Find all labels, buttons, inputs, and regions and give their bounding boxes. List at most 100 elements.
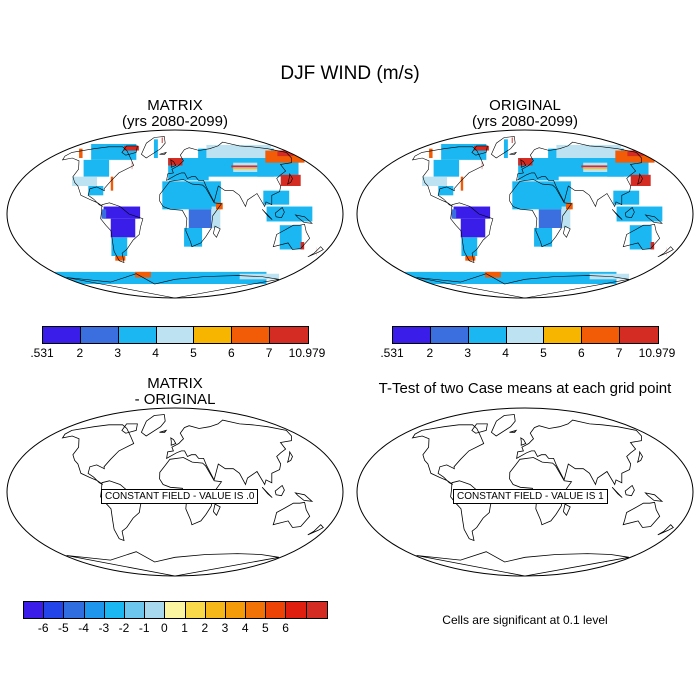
wind-cell: [460, 218, 486, 238]
wind-cell: [161, 137, 163, 144]
wind-cell: [266, 206, 313, 222]
wind-cell: [153, 139, 158, 158]
coastline-newguinea: [294, 492, 314, 502]
coastline-nz: [657, 524, 674, 536]
colorbar-matrix: [42, 326, 309, 344]
wind-cell: [627, 150, 644, 157]
colorbar-tick-label: 2: [76, 346, 84, 360]
coastline-namerica: [61, 424, 135, 485]
colorbar-segment: [156, 327, 195, 343]
colorbar-segment: [24, 602, 45, 618]
colorbar-labels: .531 2 3 4 5 6 7 10.979: [30, 346, 325, 360]
colorbar-labels: -6 -5 -4 -3 -2 -1 0 1 2 3 4 5 6: [23, 621, 326, 635]
wind-cell: [534, 228, 553, 247]
map-border: [356, 407, 694, 577]
colorbar-tick-label: 10.979: [638, 346, 676, 360]
coastline-borneo: [624, 484, 635, 497]
panel-title-line1: MATRIX: [147, 375, 203, 392]
colorbar-segment: [393, 327, 431, 343]
coastline-africa: [509, 179, 573, 248]
wind-cell: [232, 168, 261, 170]
wind-cell: [473, 145, 489, 151]
wind-cell: [613, 190, 640, 205]
coastline-baffin: [471, 423, 488, 434]
map-matrix: [5, 128, 345, 300]
colorbar-segment: [306, 602, 327, 618]
coastline-eurasia: [166, 419, 292, 486]
coastline-greenland: [140, 414, 166, 437]
colorbar-segment: [225, 602, 247, 618]
colorbar-segment: [246, 602, 267, 618]
wind-cell: [429, 148, 433, 158]
map-original: [355, 128, 695, 300]
wind-cell: [566, 202, 573, 210]
map-border: [6, 129, 344, 299]
panel-title-line1: MATRIX: [147, 97, 203, 114]
wind-cell: [233, 162, 267, 172]
colorbar-segment: [506, 327, 545, 343]
wind-cell: [184, 228, 203, 247]
colorbar-labels: .531 2 3 4 5 6 7 10.979: [380, 346, 675, 360]
wind-cell: [583, 162, 617, 172]
coastline-madagascar: [212, 503, 221, 517]
coastline-borneo: [274, 484, 285, 497]
wind-cell: [55, 271, 267, 284]
colorbar-tick-label: 1: [181, 621, 188, 635]
colorbar-tick-label: -2: [118, 621, 130, 635]
coastline-madagascar: [563, 225, 571, 238]
figure-title: DJF WIND (m/s): [280, 63, 420, 84]
wind-cell: [453, 206, 491, 219]
colorbar-tick-label: 5: [262, 621, 269, 635]
wind-cell: [405, 271, 617, 284]
panel-title-line2: (yrs 2080-2099): [472, 113, 578, 130]
colorbar-segment: [286, 602, 307, 618]
coastline-baffin: [121, 145, 138, 156]
coastline-japan: [286, 450, 293, 463]
wind-cell: [72, 176, 97, 186]
coastline-newguinea: [644, 214, 663, 224]
map-ttest: [355, 406, 695, 578]
map-border: [6, 407, 344, 577]
wind-cell: [162, 181, 221, 210]
colorbar-tick-label: -4: [78, 621, 89, 635]
wind-cell: [300, 242, 305, 250]
wind-cell: [88, 186, 104, 196]
wind-cell: [581, 165, 610, 168]
wind-cell: [188, 209, 212, 228]
wind-cell: [629, 225, 652, 250]
colorbar-tick-label: 3: [114, 346, 122, 360]
coastline-baffin: [121, 423, 138, 434]
coastline-iceland: [509, 151, 518, 155]
colorbar-tick-label: 4: [241, 621, 249, 635]
colorbar-original: [392, 326, 659, 344]
coastline-australia: [622, 223, 661, 250]
wind-cell: [79, 148, 83, 158]
coastline-eurasia: [516, 419, 642, 486]
wind-cell: [582, 168, 611, 170]
wind-cell: [110, 218, 136, 238]
wind-cell: [465, 256, 476, 261]
map-svg: [356, 129, 694, 299]
coastline-samerica: [450, 202, 494, 263]
wind-cell: [83, 159, 110, 177]
wind-cell: [277, 150, 294, 157]
colorbar-segment: [468, 327, 507, 343]
coastline-eurasia: [166, 141, 292, 208]
map-svg: [6, 129, 344, 299]
wind-cell: [123, 145, 139, 151]
colorbar-tick-label: -5: [58, 621, 69, 635]
map-border: [356, 129, 694, 299]
colorbar-segment: [165, 602, 186, 618]
panel-title-difference: MATRIX - ORIGINAL: [80, 376, 270, 408]
panel-title-line1: ORIGINAL: [489, 97, 561, 114]
colorbar-segment: [84, 602, 105, 618]
colorbar-tick-label: .531: [380, 346, 404, 360]
coastline-greenland: [491, 136, 516, 159]
coastline-africa: [159, 457, 223, 526]
coastline-australia: [272, 501, 311, 528]
colorbar-tick-label: 3: [221, 621, 229, 635]
coastline-newguinea: [294, 214, 313, 224]
colorbar-tick-label: 6: [577, 346, 585, 360]
colorbar-segment: [430, 327, 469, 343]
coastline-nz: [657, 246, 674, 258]
